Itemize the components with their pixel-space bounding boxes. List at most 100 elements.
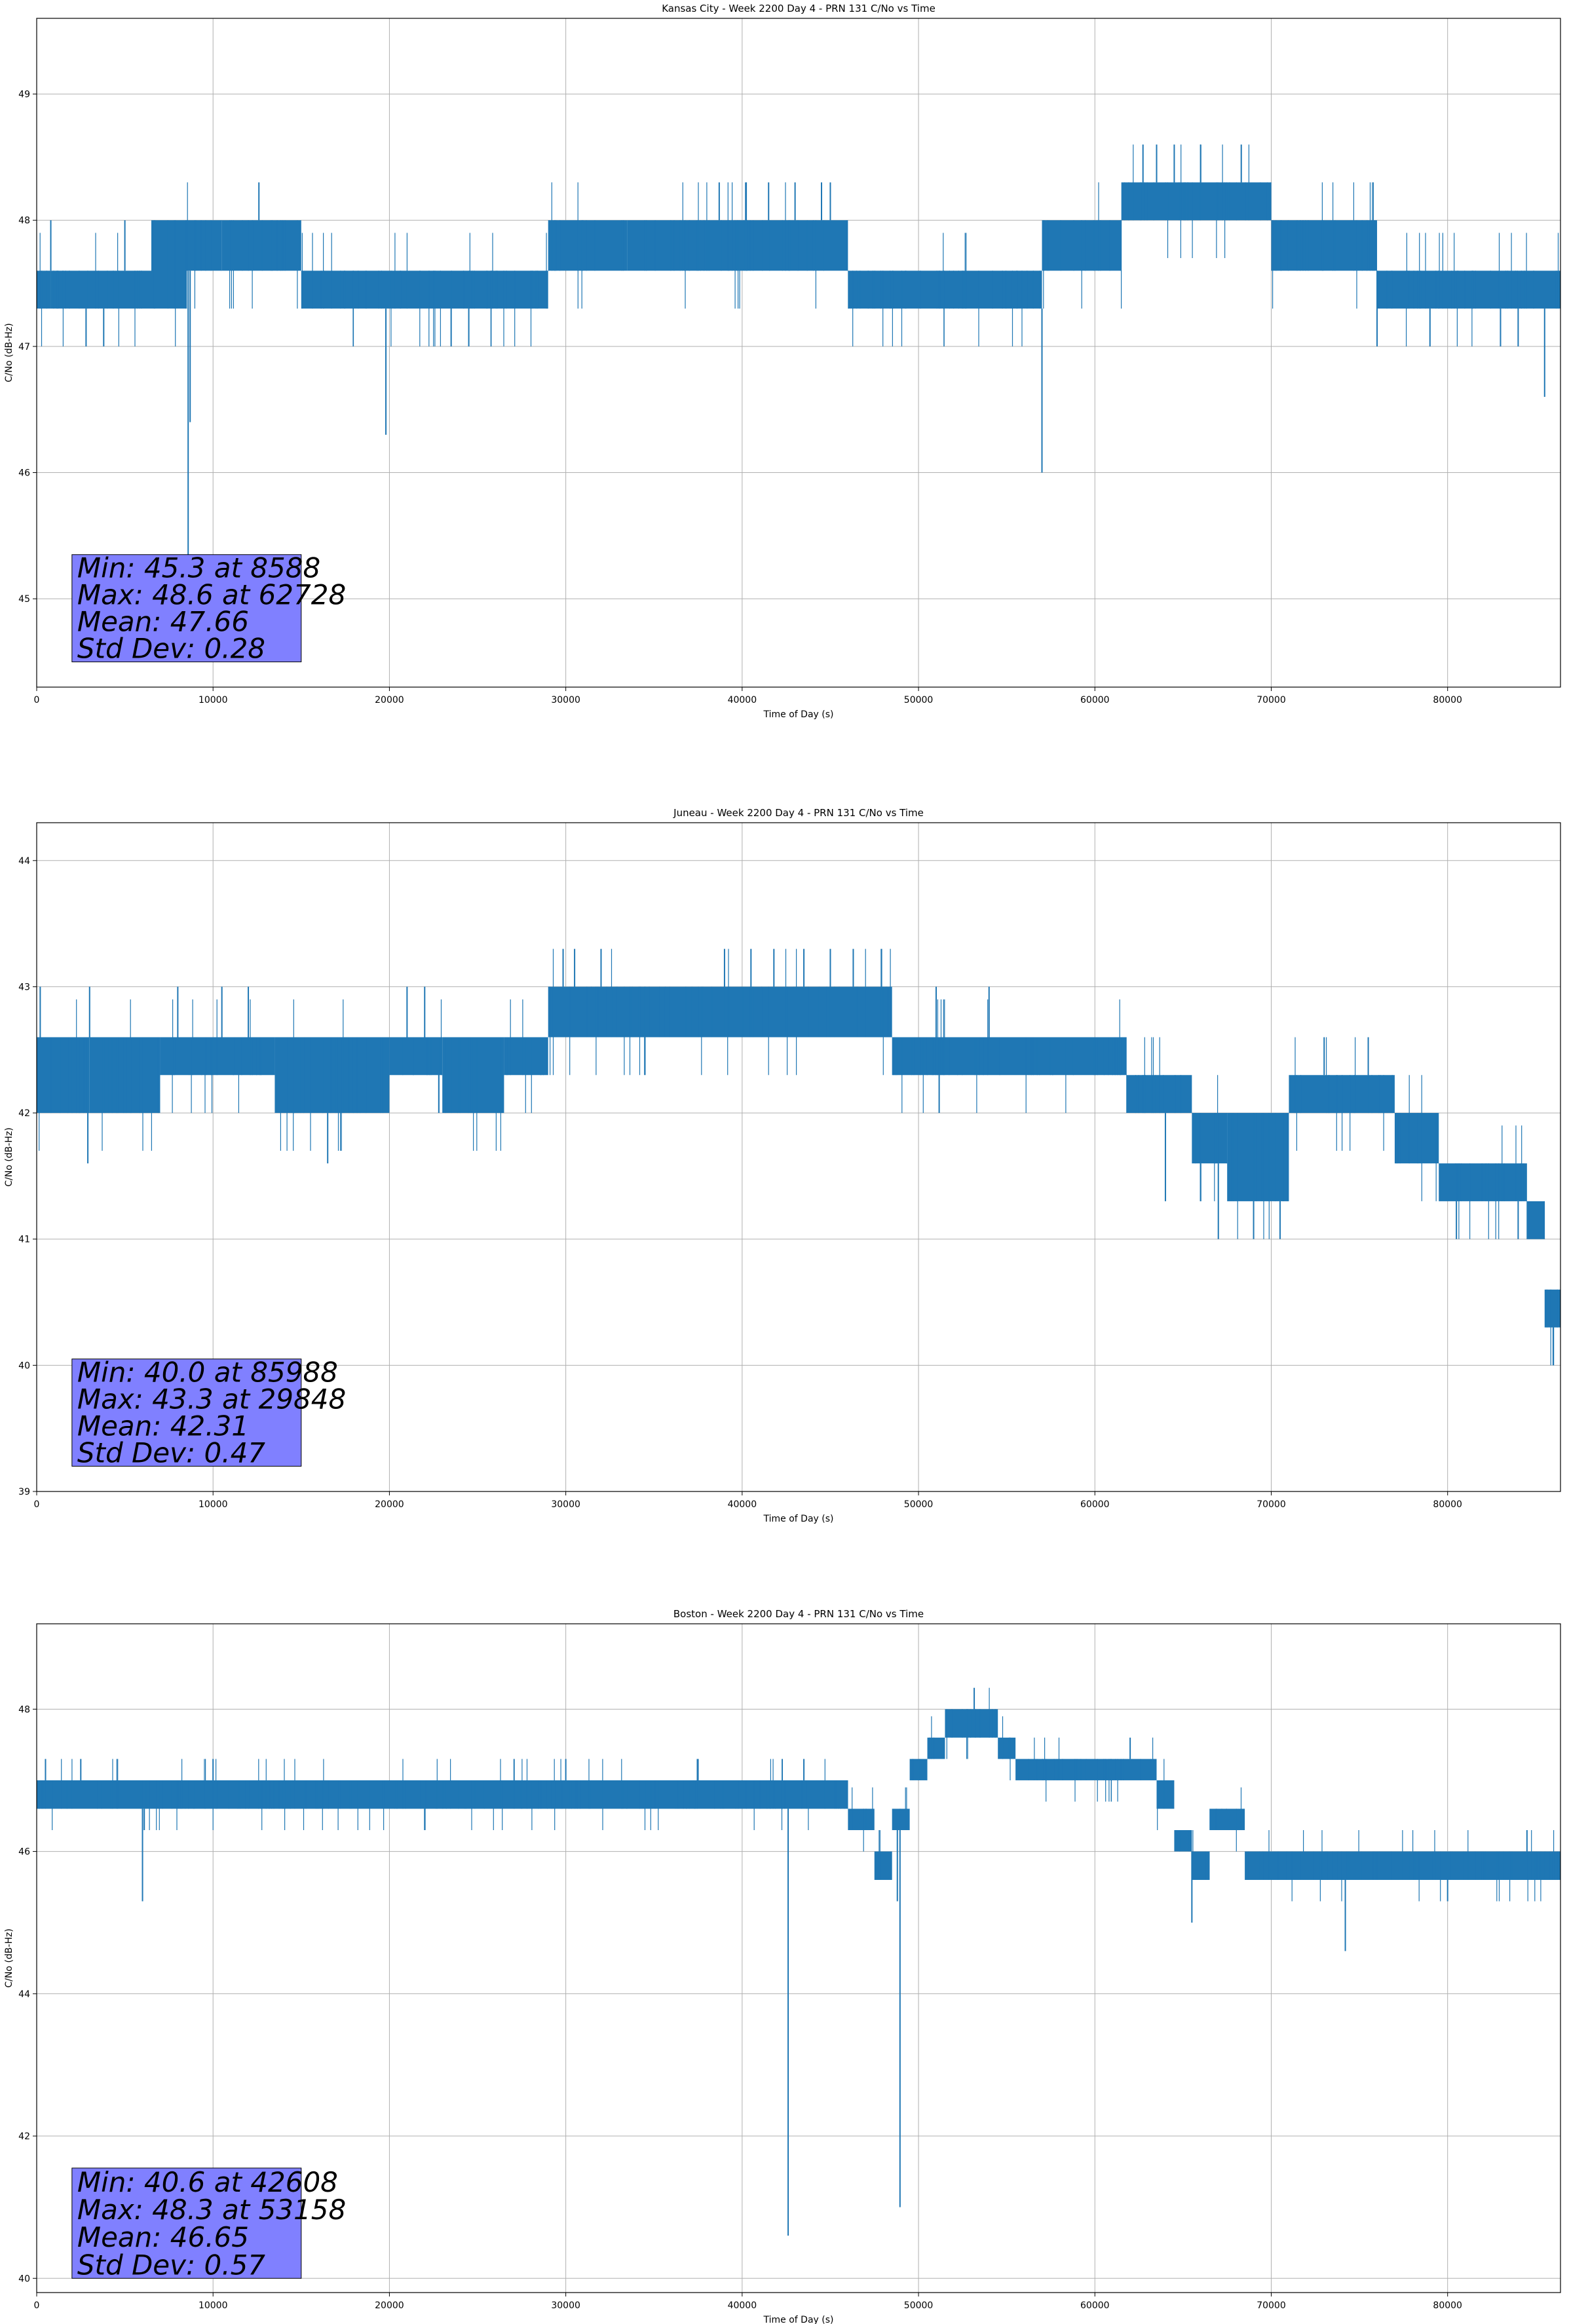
series-band bbox=[1227, 1113, 1289, 1201]
series-texture bbox=[1179, 1830, 1192, 1852]
series-texture bbox=[229, 220, 298, 309]
series-texture bbox=[848, 233, 1040, 347]
series-texture bbox=[1526, 1201, 1545, 1239]
y-tick-label: 40 bbox=[18, 1360, 30, 1371]
series-texture bbox=[1455, 1125, 1524, 1239]
x-axis-label: Time of Day (s) bbox=[763, 1514, 834, 1524]
plot-frame bbox=[36, 822, 1561, 1492]
series-texture bbox=[39, 999, 87, 1151]
x-axis: 0 10000 20000 30000 40000 50000 60000 70000 8000… bbox=[34, 1491, 1462, 1510]
x-tick-label: 70000 bbox=[1257, 2300, 1286, 2311]
y-tick-label: 42 bbox=[18, 2131, 30, 2142]
stat-std-dev: Std Dev: 0.47 bbox=[77, 1436, 265, 1469]
series-texture bbox=[1230, 1113, 1288, 1239]
x-tick-label: 60000 bbox=[1080, 1499, 1110, 1510]
x-tick-label: 80000 bbox=[1433, 1499, 1462, 1510]
x-tick-label: 80000 bbox=[1433, 695, 1462, 705]
series-band bbox=[1192, 1113, 1228, 1164]
series-band bbox=[998, 1737, 1016, 1759]
series-band bbox=[37, 1780, 848, 1809]
chart-title: Boston - Week 2200 Day 4 - PRN 131 C/No … bbox=[673, 1608, 924, 1620]
y-tick-label: 46 bbox=[18, 468, 30, 479]
series-band bbox=[274, 1037, 390, 1114]
x-tick-label: 20000 bbox=[375, 695, 404, 705]
y-tick-label: 39 bbox=[18, 1487, 30, 1497]
stat-max: Max: 48.3 at 53158 bbox=[77, 2194, 346, 2226]
x-tick-label: 10000 bbox=[198, 1499, 228, 1510]
stats-box-background bbox=[71, 2167, 302, 2279]
series-texture bbox=[1295, 1037, 1393, 1151]
x-axis-label: Time of Day (s) bbox=[763, 709, 834, 720]
series-band bbox=[504, 271, 548, 309]
series-band bbox=[1377, 271, 1560, 309]
y-tick-label: 44 bbox=[18, 1989, 30, 2000]
x-tick-label: 60000 bbox=[1080, 695, 1110, 705]
series-texture bbox=[912, 1759, 920, 1780]
series-texture bbox=[879, 1830, 882, 1880]
panel-kansas-city: 0 10000 20000 30000 40000 50000 60000 70000 8000… bbox=[4, 3, 1561, 720]
series-band bbox=[389, 1037, 443, 1076]
series-texture bbox=[946, 1687, 996, 1759]
series-texture bbox=[506, 999, 544, 1114]
series-texture bbox=[1080, 1737, 1154, 1802]
series-texture bbox=[301, 233, 504, 347]
x-tick-label: 70000 bbox=[1257, 695, 1286, 705]
x-tick-label: 50000 bbox=[904, 1499, 934, 1510]
series-band bbox=[892, 1809, 910, 1830]
series-texture bbox=[548, 182, 624, 309]
series-band bbox=[186, 220, 222, 271]
series-texture bbox=[102, 999, 159, 1151]
series-band bbox=[1209, 1809, 1245, 1830]
series-band bbox=[848, 271, 1042, 309]
x-tick-label: 0 bbox=[34, 2300, 40, 2311]
y-tick-label: 48 bbox=[18, 1704, 30, 1715]
stat-std-dev: Std Dev: 0.28 bbox=[77, 632, 265, 664]
series-band bbox=[892, 1037, 1127, 1076]
x-tick-label: 10000 bbox=[198, 2300, 228, 2311]
x-tick-label: 30000 bbox=[551, 695, 580, 705]
series-texture bbox=[1002, 1716, 1011, 1780]
x-tick-label: 80000 bbox=[1433, 2300, 1462, 2311]
y-tick-label: 49 bbox=[18, 90, 30, 100]
series-band bbox=[89, 1037, 161, 1114]
stat-min: Min: 40.6 at 42608 bbox=[77, 2166, 338, 2198]
series-band bbox=[37, 1037, 90, 1114]
series-texture bbox=[153, 220, 187, 347]
series-band bbox=[707, 220, 848, 271]
x-tick-label: 20000 bbox=[375, 1499, 404, 1510]
series-texture bbox=[187, 182, 222, 309]
y-tick-label: 42 bbox=[18, 1108, 30, 1119]
series-band bbox=[627, 220, 708, 271]
y-axis: 45 46 47 48 49 bbox=[18, 90, 37, 605]
plot-frame bbox=[36, 1623, 1561, 2293]
y-tick-label: 44 bbox=[18, 856, 30, 867]
series-texture bbox=[1192, 1830, 1210, 1880]
series-texture bbox=[899, 1787, 907, 1830]
series-band bbox=[1126, 1075, 1192, 1114]
stat-min: Min: 45.3 at 8588 bbox=[77, 552, 320, 584]
y-tick-label: 40 bbox=[18, 2274, 30, 2284]
x-tick-label: 40000 bbox=[728, 695, 757, 705]
data-series-kansas-city bbox=[37, 144, 1560, 561]
stat-min: Min: 40.0 at 85988 bbox=[77, 1357, 338, 1389]
series-texture bbox=[1215, 1787, 1242, 1852]
series-texture bbox=[929, 1716, 935, 1759]
series-band bbox=[1192, 1851, 1210, 1881]
series-texture bbox=[852, 1787, 873, 1852]
series-band bbox=[1439, 1163, 1527, 1201]
stats-box-background bbox=[71, 1359, 302, 1467]
y-tick-label: 45 bbox=[18, 594, 30, 605]
x-axis: 0 10000 20000 30000 40000 50000 60000 70000 8000… bbox=[34, 2293, 1462, 2311]
series-texture bbox=[1028, 1737, 1078, 1802]
stats-box: Min: 45.3 at 8588 Max: 48.6 at 62728 Mea… bbox=[71, 552, 346, 664]
series-band bbox=[1394, 1113, 1439, 1164]
x-tick-label: 0 bbox=[34, 695, 40, 705]
series-band bbox=[1121, 182, 1272, 221]
series-texture bbox=[1546, 1289, 1558, 1366]
series-band bbox=[945, 1709, 998, 1738]
stat-mean: Mean: 42.31 bbox=[77, 1410, 249, 1442]
x-tick-label: 40000 bbox=[728, 2300, 757, 2311]
series-texture bbox=[506, 233, 548, 347]
x-axis: 0 10000 20000 30000 40000 50000 60000 70000 8000… bbox=[34, 687, 1462, 705]
series-texture bbox=[39, 233, 47, 347]
